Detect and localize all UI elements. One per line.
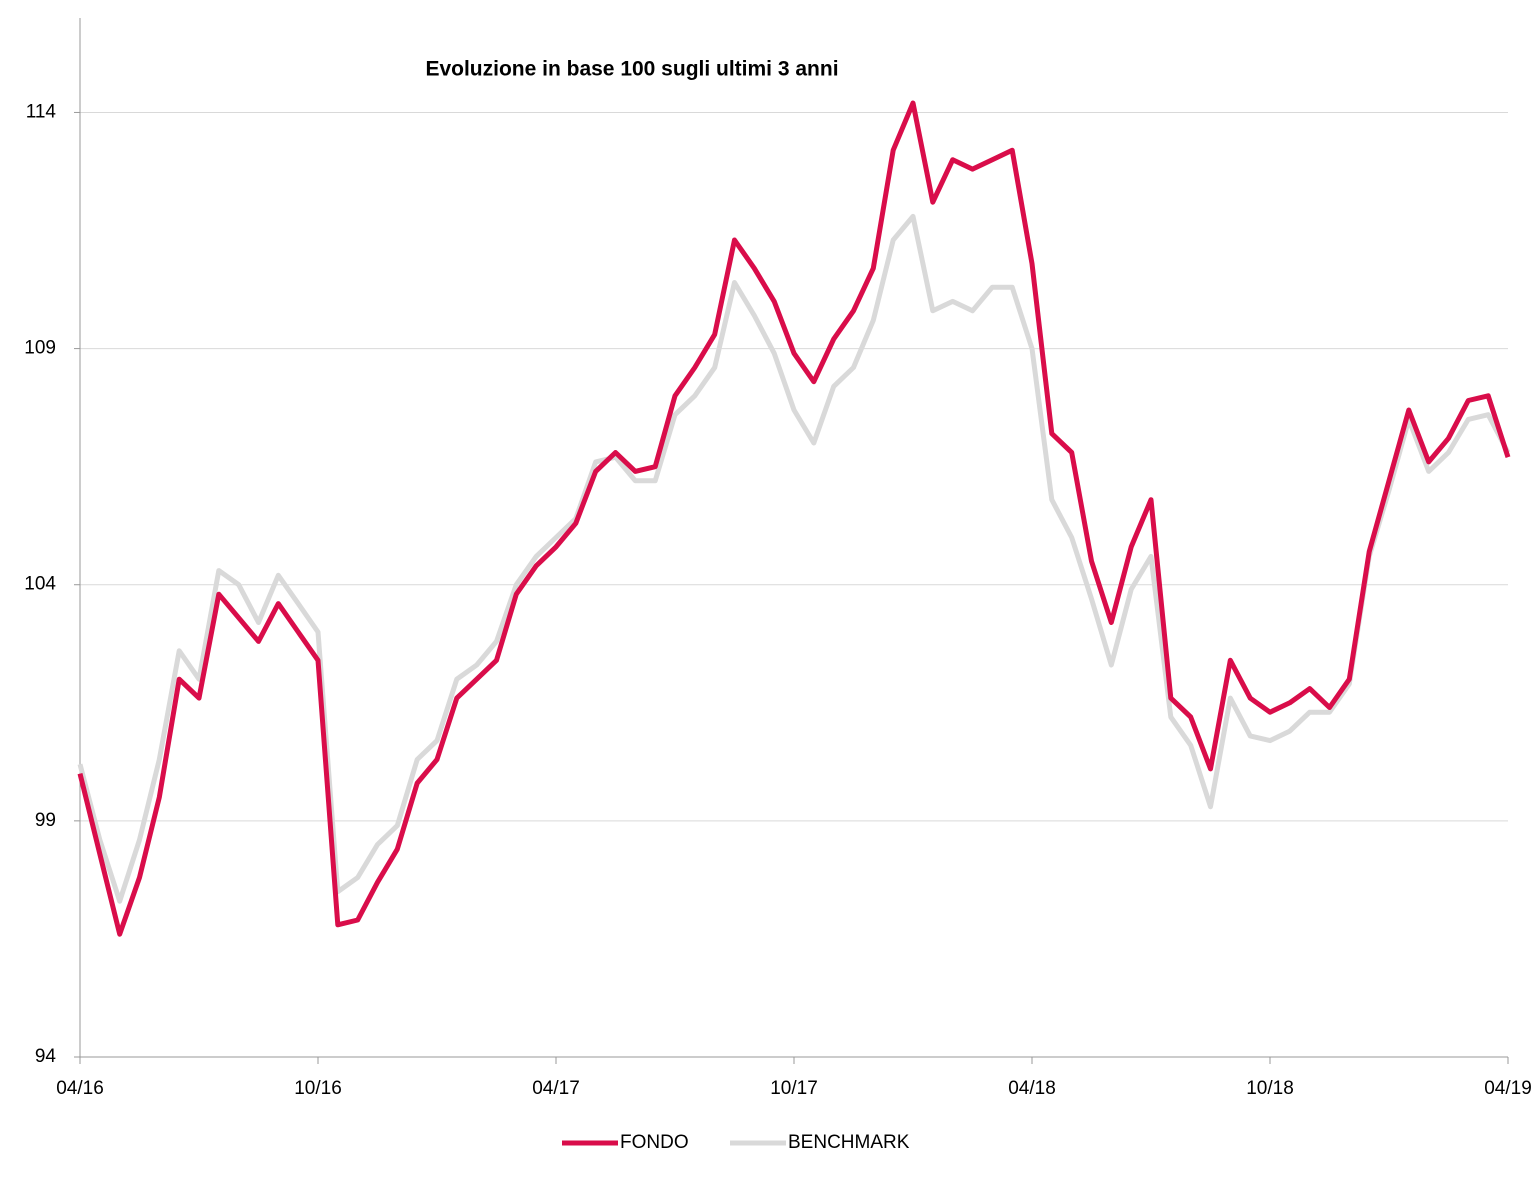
legend-label: BENCHMARK [788, 1132, 910, 1153]
series-line [77, 100, 1511, 937]
chart-title: Evoluzione in base 100 sugli ultimi 3 an… [425, 58, 838, 81]
x-tick-label: 04/19 [1484, 1078, 1532, 1099]
x-tick-label: 10/17 [770, 1078, 818, 1099]
y-tick-label: 104 [24, 574, 56, 595]
x-tick-label: 10/16 [294, 1078, 342, 1099]
y-tick-label: 94 [35, 1046, 57, 1067]
x-tick-label: 10/18 [1246, 1078, 1294, 1099]
x-tick-label: 04/17 [532, 1078, 580, 1099]
x-tick-label: 04/16 [56, 1078, 104, 1099]
y-tick-label: 114 [26, 101, 57, 122]
y-tick-label: 109 [24, 338, 56, 359]
legend-label: FONDO [620, 1132, 689, 1153]
x-tick-label: 04/18 [1008, 1078, 1056, 1099]
y-tick-label: 99 [35, 810, 56, 831]
series-line [77, 213, 1511, 904]
